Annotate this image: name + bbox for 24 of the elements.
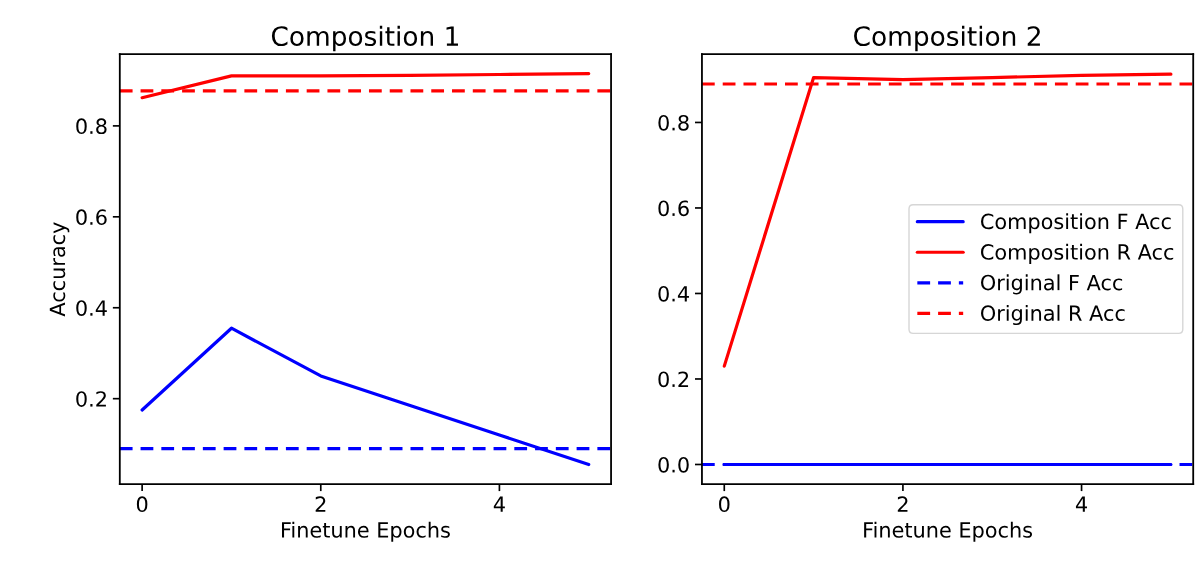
y-tick-label: 0.2	[76, 391, 106, 407]
chart-title: Composition 2	[854, 25, 1040, 52]
y-tick-label: 0.4	[658, 285, 689, 302]
y-axis-title: Accuracy	[49, 222, 70, 317]
y-tick-label: 0.6	[658, 200, 689, 217]
x-axis-title: Finetune Epochs	[282, 521, 450, 542]
x-tick-label: 0	[136, 496, 148, 513]
x-tick-label: 2	[315, 496, 326, 512]
legend-label: Composition F Acc	[981, 213, 1171, 234]
x-axis-title: Finetune Epochs	[864, 521, 1033, 542]
y-tick-label: 0.4	[76, 300, 107, 316]
chart-title: Composition 1	[271, 25, 458, 52]
y-tick-label: 0.8	[76, 118, 107, 135]
legend-label: Original R Acc	[981, 304, 1125, 326]
legend-label: Original F Acc	[981, 274, 1123, 295]
legend-label: Composition R Acc	[981, 243, 1174, 264]
y-tick-label: 0.6	[76, 209, 107, 226]
y-tick-label: 0.0	[658, 456, 689, 473]
x-tick-label: 4	[1075, 496, 1088, 512]
y-tick-label: 0.2	[658, 371, 689, 388]
x-tick-label: 2	[897, 496, 908, 512]
x-tick-label: 0	[719, 496, 730, 513]
x-tick-label: 4	[493, 496, 505, 512]
y-tick-label: 0.8	[658, 114, 689, 131]
